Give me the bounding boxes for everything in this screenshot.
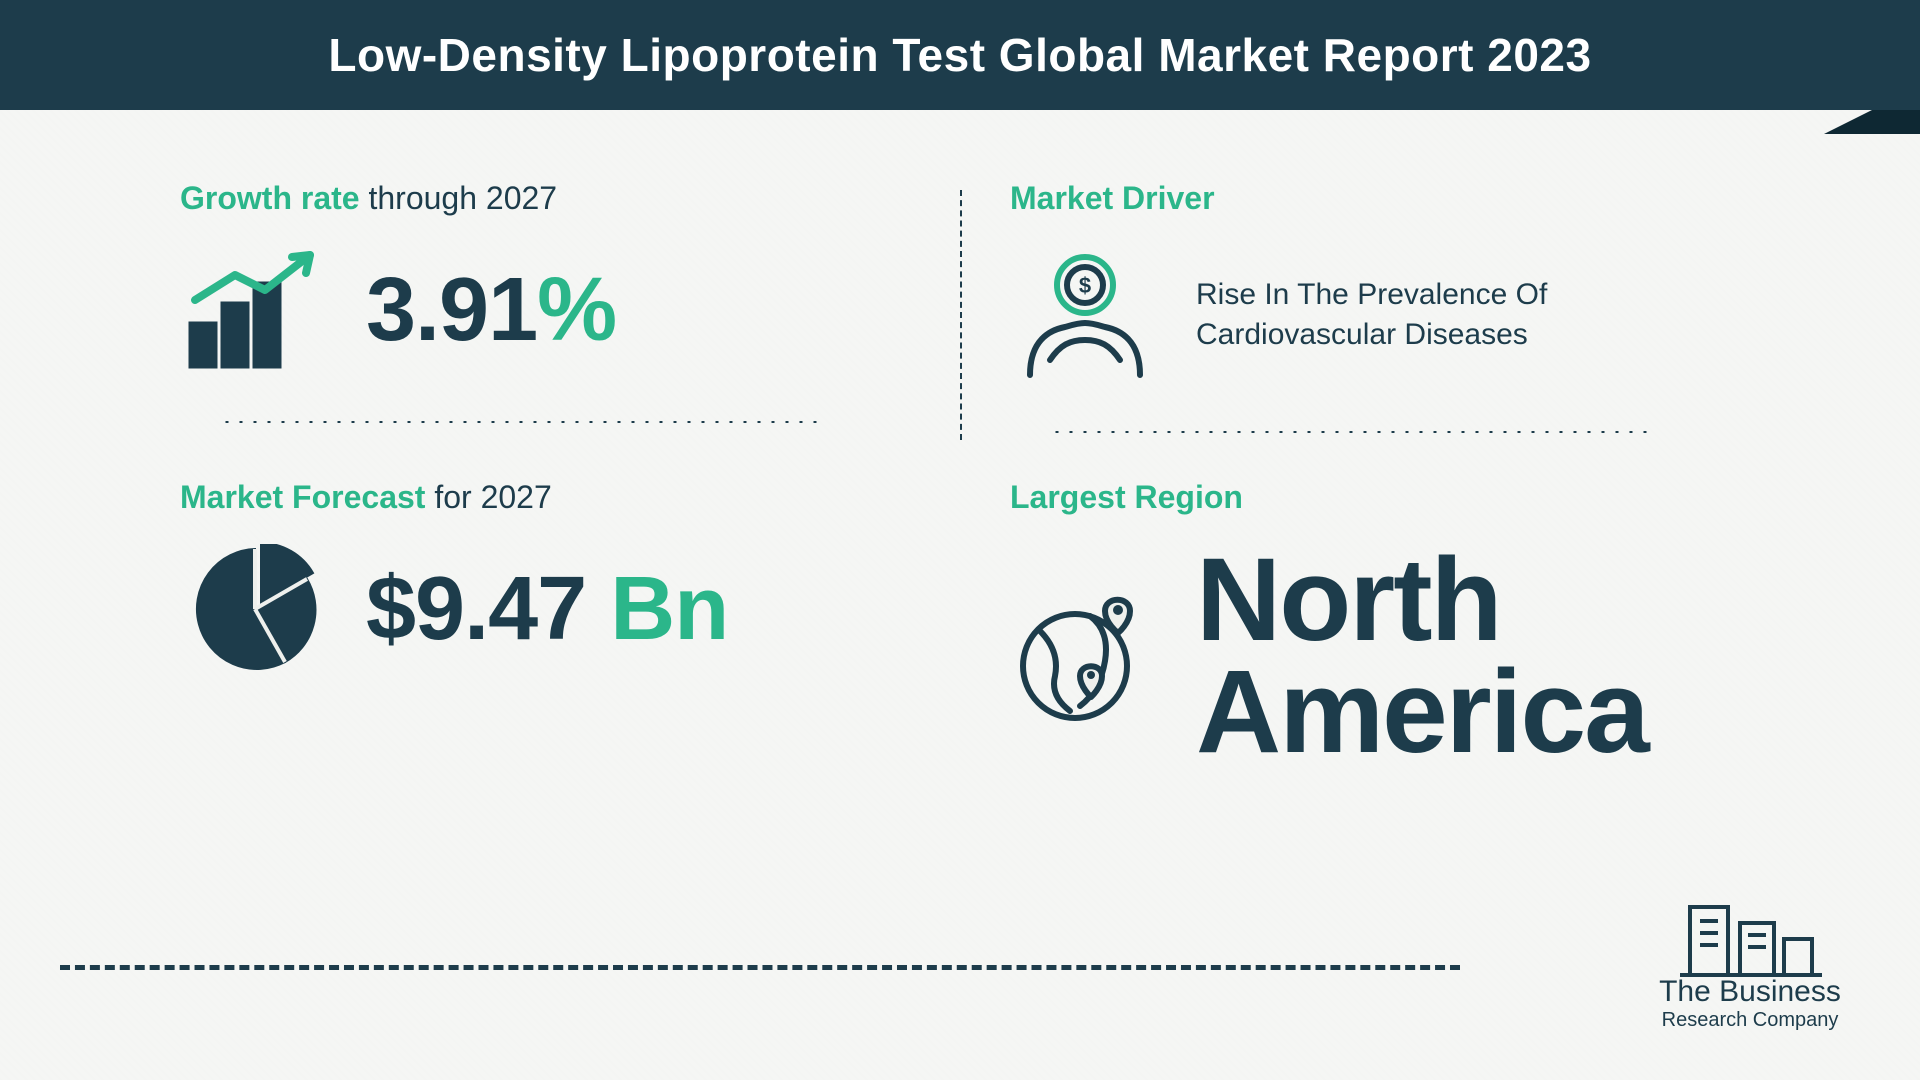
company-logo: The Business Research Company (1650, 887, 1850, 1032)
largest-region-panel: Largest Region North A (970, 479, 1800, 768)
largest-region-label: Largest Region (1010, 479, 1760, 516)
growth-rate-label-accent: Growth rate (180, 180, 360, 216)
growth-rate-label-muted: through 2027 (360, 180, 558, 216)
buildings-icon (1650, 887, 1850, 977)
market-forecast-number: $9.47 (366, 559, 586, 659)
market-forecast-label: Market Forecast for 2027 (180, 479, 930, 516)
market-driver-text: Rise In The Prevalence Of Cardiovascular… (1196, 275, 1656, 356)
svg-text:$: $ (1079, 273, 1091, 298)
largest-region-line2: America (1196, 646, 1648, 778)
market-forecast-label-accent: Market Forecast (180, 479, 425, 515)
market-driver-title: Market Driver (1010, 180, 1215, 216)
market-forecast-suffix: Bn (586, 559, 728, 659)
market-driver-panel: Market Driver $ Rise In The Prevalence O… (970, 180, 1800, 479)
bottom-dashed-line (60, 965, 1460, 970)
growth-rate-suffix: % (537, 260, 616, 360)
growth-rate-panel: Growth rate through 2027 3.91% (140, 180, 970, 479)
market-forecast-value: $9.47 Bn (366, 564, 728, 654)
market-driver-label: Market Driver (1010, 180, 1760, 217)
pie-chart-icon (180, 544, 330, 674)
logo-line2: Research Company (1650, 1009, 1850, 1032)
dotted-divider (220, 419, 820, 425)
market-forecast-panel: Market Forecast for 2027 $9.47 Bn (140, 479, 970, 768)
hands-coin-icon: $ (1010, 245, 1160, 385)
globe-pins-icon (1010, 581, 1160, 731)
page-title: Low-Density Lipoprotein Test Global Mark… (328, 28, 1591, 82)
market-forecast-label-muted: for 2027 (425, 479, 551, 515)
largest-region-value: North America (1196, 544, 1648, 768)
growth-rate-label: Growth rate through 2027 (180, 180, 930, 217)
growth-rate-number: 3.91 (366, 260, 537, 360)
largest-region-title: Largest Region (1010, 479, 1243, 515)
dotted-divider (1050, 429, 1650, 435)
logo-line1: The Business (1650, 975, 1850, 1009)
header-bar: Low-Density Lipoprotein Test Global Mark… (0, 0, 1920, 110)
growth-rate-value: 3.91% (366, 265, 616, 355)
bar-chart-growth-icon (180, 245, 330, 375)
content-grid: Growth rate through 2027 3.91% (0, 130, 1920, 768)
